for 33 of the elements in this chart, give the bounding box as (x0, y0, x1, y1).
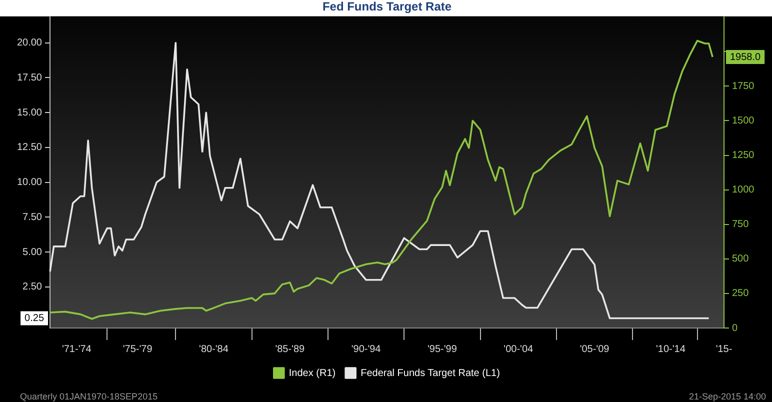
x-tick-label: '85-'89 (275, 344, 306, 355)
y2-tick-label: 1250 (732, 150, 755, 162)
text: Quarterly 01JAN1970-18SEP2015 (20, 391, 158, 402)
x-tick-label: '90-'94 (351, 344, 382, 355)
x-tick-label: '00-'04 (504, 344, 534, 355)
y2-tick-label: 1500 (732, 115, 755, 126)
legend-label: Federal Funds Target Rate (L1) (360, 368, 500, 379)
y2-tick-label: 1000 (732, 184, 755, 196)
chart-title: Fed Funds Target Rate (322, 0, 452, 14)
x-tick-label: '05-'09 (580, 344, 610, 355)
y-tick-label: 15.00 (16, 107, 42, 118)
y-tick-label: 2.50 (22, 282, 42, 293)
y-tick-label: 10.00 (16, 177, 42, 188)
y2-tick-label: 750 (732, 219, 750, 230)
y2-tick-label: 250 (732, 288, 750, 300)
x-tick-label: '10-'14 (656, 344, 686, 355)
x-tick-label: '15- (716, 344, 732, 355)
y2-tick-label: 1750 (732, 80, 755, 92)
y-tick-label: 7.50 (22, 212, 42, 223)
y-tick-label: 12.50 (16, 142, 42, 154)
y2-tick-label: 500 (732, 254, 750, 265)
y-tick-label: 17.50 (16, 72, 42, 84)
text: 1958.0 (730, 52, 762, 63)
legend-label: Index (R1) (288, 368, 336, 379)
text: 0.25 (24, 312, 44, 324)
y2-tick-label: 0 (732, 322, 738, 334)
x-tick-label: '80-'84 (199, 344, 229, 355)
y-tick-label: 20.00 (16, 38, 42, 49)
text: 21-Sep-2015 14:00 (688, 391, 766, 402)
x-tick-label: '71-'74 (62, 344, 92, 355)
x-tick-label: '75-'79 (122, 344, 153, 355)
y-tick-label: 5.00 (22, 246, 42, 258)
x-tick-label: '95-'99 (428, 344, 458, 355)
